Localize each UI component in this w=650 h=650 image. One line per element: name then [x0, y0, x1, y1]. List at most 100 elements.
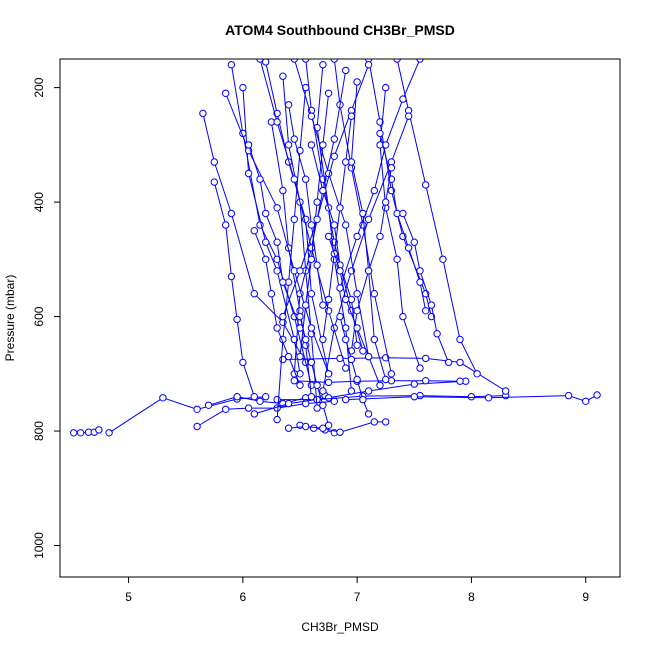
series-line-12: [230, 64, 312, 386]
series-line-30: [299, 93, 330, 357]
data-point: [267, 290, 276, 298]
data-point: [250, 227, 259, 235]
data-point: [273, 267, 281, 275]
data-point: [439, 255, 447, 263]
data-point: [279, 186, 287, 195]
x-tick-label: 8: [468, 590, 475, 604]
data-point: [262, 393, 270, 401]
data-point: [324, 295, 333, 304]
series-line-6: [294, 380, 461, 383]
data-point: [387, 370, 396, 378]
data-point: [342, 295, 350, 304]
data-point: [227, 209, 236, 218]
data-point: [284, 352, 293, 361]
data-point: [387, 164, 396, 172]
data-point: [467, 393, 476, 401]
data-point: [376, 232, 384, 241]
data-point: [382, 418, 390, 426]
y-tick-label: 600: [32, 306, 46, 326]
data-point: [359, 395, 367, 404]
data-point: [342, 158, 350, 166]
data-point: [416, 278, 424, 286]
data-point: [416, 267, 424, 275]
data-point: [376, 381, 384, 389]
data-point: [319, 60, 327, 69]
data-point: [199, 109, 207, 118]
data-point: [193, 405, 201, 413]
data-point: [244, 141, 253, 149]
data-point: [307, 290, 316, 298]
data-point: [273, 415, 281, 424]
data-point: [290, 215, 298, 224]
series-line-35: [310, 144, 358, 346]
data-point: [410, 380, 418, 388]
data-point: [370, 418, 378, 426]
data-point: [324, 232, 333, 241]
series-line-41: [328, 236, 381, 386]
data-point: [393, 59, 401, 63]
series-line-2: [196, 400, 335, 427]
data-point: [416, 59, 424, 63]
series-line-22: [379, 87, 421, 369]
data-point: [290, 59, 298, 63]
data-point: [422, 377, 430, 385]
data-point: [324, 394, 333, 402]
series-line-23: [270, 121, 312, 397]
data-point: [76, 429, 85, 437]
data-point: [353, 341, 361, 349]
data-point: [422, 354, 430, 363]
data-point: [370, 186, 378, 195]
series-line-11: [202, 113, 307, 363]
data-point: [279, 72, 287, 80]
data-point: [342, 66, 350, 75]
data-point: [256, 175, 264, 183]
data-point: [404, 244, 413, 252]
data-point: [284, 399, 293, 408]
data-point: [302, 175, 310, 183]
data-point: [302, 301, 310, 309]
data-point: [364, 60, 373, 69]
data-point: [290, 335, 298, 344]
series-line-38: [322, 116, 352, 340]
data-point: [330, 135, 338, 143]
data-point: [319, 301, 327, 309]
data-point: [307, 393, 316, 401]
data-point: [262, 238, 270, 246]
data-point: [307, 112, 316, 120]
x-tick-label: 5: [125, 590, 132, 604]
data-point: [330, 221, 338, 229]
data-point: [250, 410, 259, 418]
x-tick-label: 7: [354, 590, 361, 604]
data-point: [210, 178, 219, 186]
data-point: [382, 375, 390, 384]
data-point: [95, 426, 103, 434]
y-tick-label: 200: [32, 77, 46, 97]
data-point: [410, 238, 418, 246]
series-line-17: [396, 59, 478, 375]
data-point: [319, 387, 327, 395]
series-line-36: [379, 133, 427, 311]
data-point: [319, 401, 327, 409]
data-point: [233, 393, 241, 401]
data-point: [296, 267, 304, 275]
data-point: [347, 387, 356, 395]
data-point: [284, 141, 293, 149]
series-line-18: [242, 87, 301, 374]
data-point: [313, 215, 321, 224]
data-point: [422, 307, 430, 315]
data-point: [353, 290, 361, 298]
plot-area: [70, 59, 601, 437]
series-line-1: [108, 396, 266, 434]
series-line-32: [339, 59, 421, 289]
data-point: [313, 261, 321, 269]
data-point: [307, 255, 316, 263]
data-point: [456, 358, 464, 367]
series-line-19: [282, 76, 318, 409]
data-point: [313, 381, 321, 389]
data-point: [456, 335, 464, 344]
data-point: [250, 290, 259, 298]
data-point: [382, 198, 390, 206]
data-point: [456, 377, 464, 385]
data-point: [582, 397, 590, 405]
